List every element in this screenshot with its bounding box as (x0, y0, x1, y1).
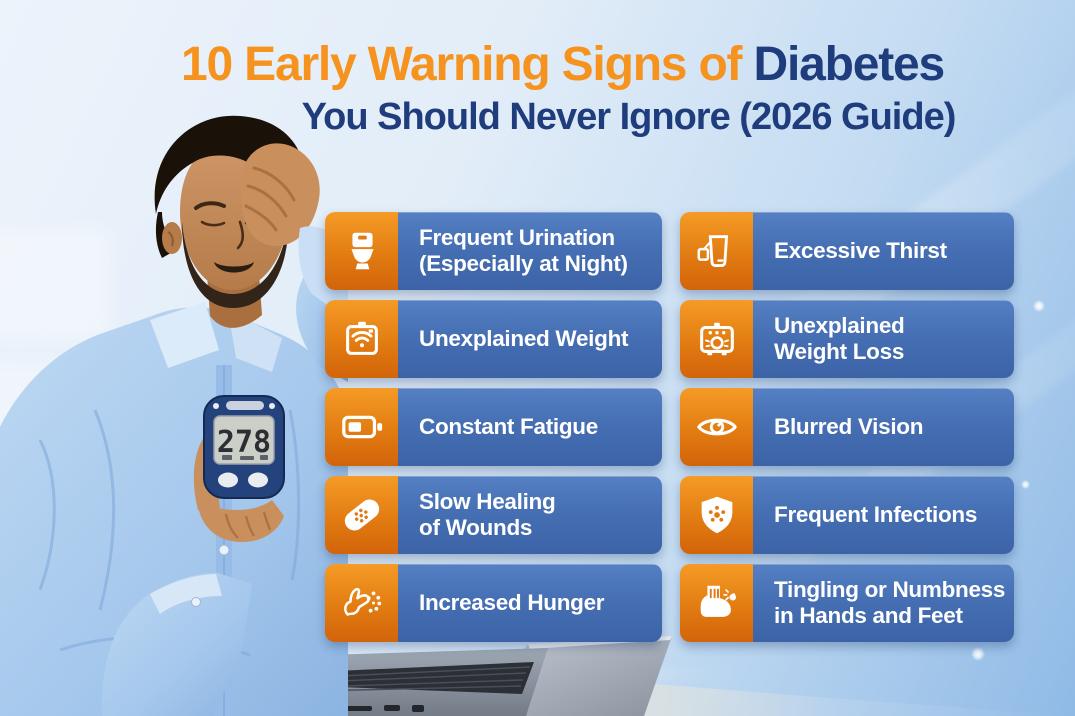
title-part-orange: 10 Early Warning Signs of (181, 38, 743, 91)
card-tingling-numbness: Tingling or Numbness in Hands and Feet (680, 564, 1014, 642)
card-label: Constant Fatigue (398, 388, 662, 466)
title-block: 10 Early Warning Signs of Diabetes You S… (60, 38, 1065, 138)
hand-hunger-icon (325, 564, 398, 642)
card-frequent-infections: Frequent Infections (680, 476, 1014, 554)
glucose-meter: 278 (203, 395, 285, 499)
card-label: Excessive Thirst (753, 212, 1014, 290)
card-label: Frequent Urination (Especially at Night) (398, 212, 662, 290)
weight-scale-icon (680, 300, 753, 378)
card-unexplained-weight: Unexplained Weight (325, 300, 662, 378)
card-label: Unexplained Weight (398, 300, 662, 378)
glucose-reading: 278 (217, 425, 271, 460)
man-photo: 278 (0, 115, 348, 716)
symptom-card-grid: Frequent Urination (Especially at Night) … (325, 212, 1014, 642)
bokeh-sparkle (1033, 300, 1045, 312)
title-part-navy: Diabetes (741, 38, 945, 91)
card-label: Increased Hunger (398, 564, 662, 642)
bokeh-sparkle (971, 647, 985, 661)
bokeh-sparkle (1021, 480, 1030, 489)
card-increased-hunger: Increased Hunger (325, 564, 662, 642)
card-blurred-vision: Blurred Vision (680, 388, 1014, 466)
card-label: Blurred Vision (753, 388, 1014, 466)
low-battery-icon (325, 388, 398, 466)
water-glass-icon (680, 212, 753, 290)
foot-tingling-icon (680, 564, 753, 642)
card-label: Frequent Infections (753, 476, 1014, 554)
card-constant-fatigue: Constant Fatigue (325, 388, 662, 466)
card-slow-healing: Slow Healing of Wounds (325, 476, 662, 554)
shield-germs-icon (680, 476, 753, 554)
page-title: 10 Early Warning Signs of Diabetes (60, 38, 1065, 91)
card-excessive-thirst: Excessive Thirst (680, 212, 1014, 290)
page-subtitle: You Should Never Ignore (2026 Guide) (301, 96, 957, 139)
eye-icon (680, 388, 753, 466)
card-label: Unexplained Weight Loss (753, 300, 1014, 378)
card-label: Tingling or Numbness in Hands and Feet (753, 564, 1014, 642)
toilet-icon (325, 212, 398, 290)
blurred-window-pane (0, 230, 110, 340)
card-unexplained-weight-loss: Unexplained Weight Loss (680, 300, 1014, 378)
card-label: Slow Healing of Wounds (398, 476, 662, 554)
card-frequent-urination: Frequent Urination (Especially at Night) (325, 212, 662, 290)
smart-scale-icon (325, 300, 398, 378)
bandage-icon (325, 476, 398, 554)
